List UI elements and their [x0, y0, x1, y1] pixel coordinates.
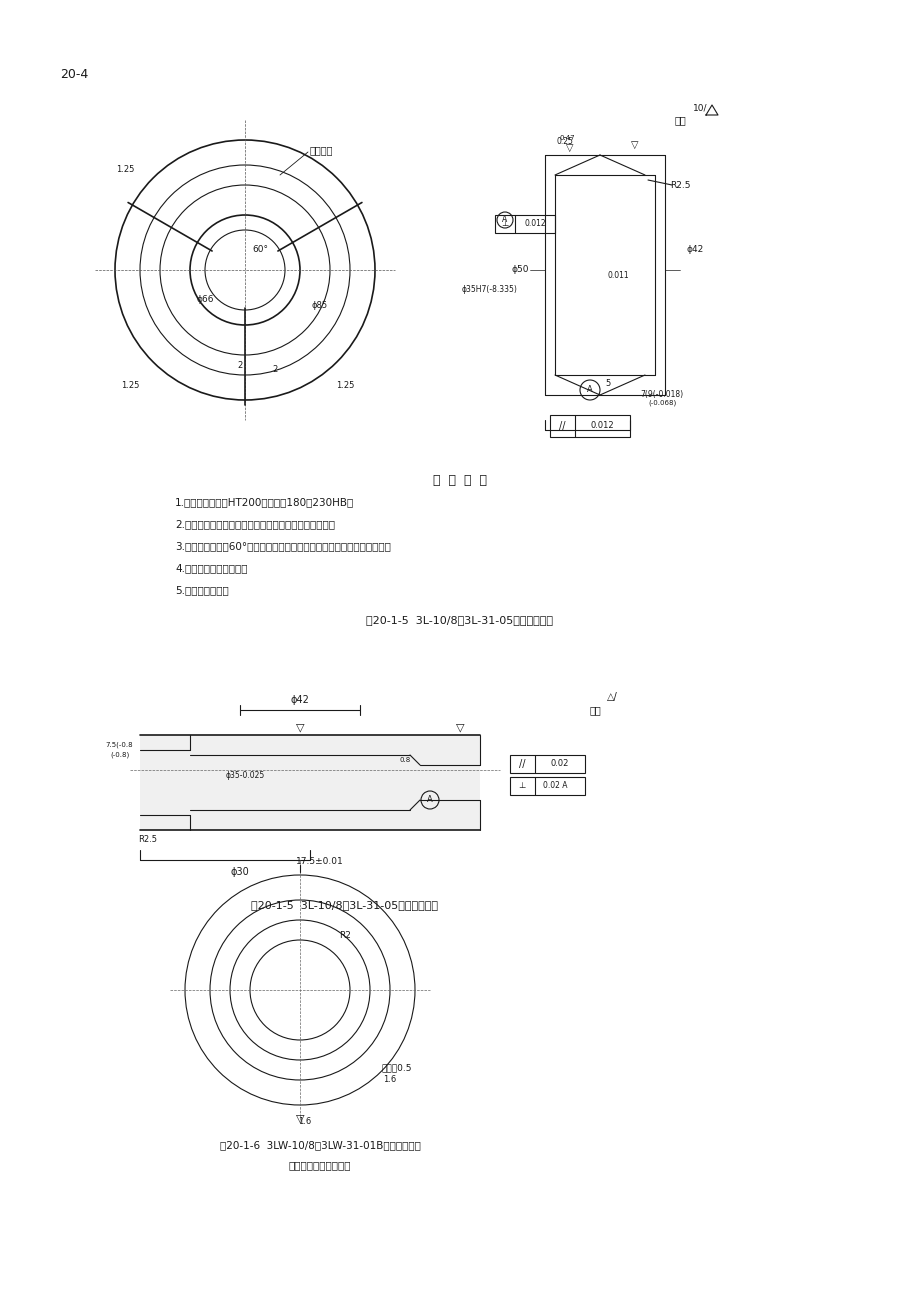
Text: R2.5: R2.5 — [139, 836, 157, 845]
Text: 7.5(-0.8: 7.5(-0.8 — [105, 742, 132, 749]
Text: 7(9(-0.018): 7(9(-0.018) — [640, 391, 683, 400]
Text: 0.011: 0.011 — [607, 271, 628, 280]
Text: ϕ35H7(-8.335): ϕ35H7(-8.335) — [461, 285, 517, 294]
Text: ϕ85: ϕ85 — [312, 301, 328, 310]
Text: ϕ66: ϕ66 — [196, 296, 213, 305]
Text: (-0.068): (-0.068) — [647, 400, 675, 406]
Text: ⊥: ⊥ — [501, 220, 508, 228]
Text: 0.8: 0.8 — [399, 756, 410, 763]
Text: ϕ42: ϕ42 — [686, 246, 703, 254]
Text: 其余: 其余 — [588, 704, 600, 715]
Bar — [509, 755, 584, 773]
Text: 技  术  要  求: 技 术 要 求 — [433, 474, 486, 487]
Text: 0.02: 0.02 — [550, 759, 569, 768]
Text: ▽: ▽ — [455, 723, 464, 732]
Text: △/: △/ — [606, 691, 617, 702]
Text: ▽: ▽ — [630, 141, 638, 150]
Bar — [494, 215, 554, 233]
Text: 0.02 A: 0.02 A — [542, 781, 567, 790]
Text: A: A — [426, 796, 433, 805]
Text: 10/: 10/ — [692, 103, 707, 112]
Text: R2: R2 — [339, 931, 350, 940]
Text: 1.25: 1.25 — [116, 165, 134, 174]
Text: 2: 2 — [272, 366, 278, 375]
Text: 1.6: 1.6 — [298, 1117, 312, 1126]
Bar — [509, 777, 584, 796]
Text: ϕ42: ϕ42 — [290, 695, 309, 704]
Text: ▽: ▽ — [295, 1113, 304, 1124]
Text: 材料：填充聚四氟乙烯: 材料：填充聚四氟乙烯 — [289, 1160, 351, 1170]
Text: 5.所有棱边倒钝。: 5.所有棱边倒钝。 — [175, 585, 229, 595]
Bar — [550, 415, 630, 437]
Text: ϕ30: ϕ30 — [231, 867, 249, 878]
Text: 20-4: 20-4 — [60, 69, 88, 82]
Text: (-0.8): (-0.8) — [110, 751, 129, 758]
Text: ϕ35-0.025: ϕ35-0.025 — [225, 771, 265, 780]
Text: 1.6: 1.6 — [383, 1075, 396, 1085]
Text: 标记部位: 标记部位 — [310, 145, 333, 155]
Text: ▽: ▽ — [565, 143, 573, 154]
Text: 1.25: 1.25 — [120, 380, 139, 389]
Text: 1.25: 1.25 — [335, 380, 354, 389]
Text: 2: 2 — [237, 361, 243, 370]
Text: //: // — [558, 421, 564, 431]
Text: 60°: 60° — [252, 246, 267, 254]
Text: 0.012: 0.012 — [524, 220, 545, 228]
Text: 图20-1-5  3L-10/8、3L-31-05锥料前密封圈: 图20-1-5 3L-10/8、3L-31-05锥料前密封圈 — [251, 900, 438, 910]
Text: ϕ50: ϕ50 — [511, 266, 528, 275]
Text: 2.两端面不允许有砂眼、气孔、疏松、刀痕等缺陷存在。: 2.两端面不允许有砂眼、气孔、疏松、刀痕等缺陷存在。 — [175, 519, 335, 529]
Text: 17.5±0.01: 17.5±0.01 — [296, 858, 344, 867]
Text: 槽口宽0.5: 槽口宽0.5 — [381, 1064, 412, 1073]
Text: ⊥: ⊥ — [517, 781, 525, 790]
Text: A: A — [502, 216, 507, 224]
Text: 0.47: 0.47 — [559, 135, 574, 141]
Text: 图20-1-6  3LW-10/8、3LW-31-01B填料函密封圈: 图20-1-6 3LW-10/8、3LW-31-01B填料函密封圈 — [220, 1141, 420, 1150]
Text: //: // — [518, 759, 525, 769]
Text: 5: 5 — [605, 379, 610, 388]
Text: 0.25: 0.25 — [556, 138, 573, 147]
Text: A: A — [586, 385, 592, 395]
Text: 0.012: 0.012 — [590, 422, 613, 431]
Text: 其余: 其余 — [674, 115, 686, 125]
Text: 3.三个合口处互成60°角，在工作状态下，不许有间隙，并打上标记字码。: 3.三个合口处互成60°角，在工作状态下，不许有间隙，并打上标记字码。 — [175, 542, 391, 551]
Text: 4.成品零件应成付包装。: 4.成品零件应成付包装。 — [175, 562, 247, 573]
Text: 图20-1-5  3L-10/8、3L-31-05锥料前密封圈: 图20-1-5 3L-10/8、3L-31-05锥料前密封圈 — [366, 615, 553, 625]
Text: R2.5: R2.5 — [669, 181, 689, 190]
Bar — [140, 736, 480, 829]
Text: ▽: ▽ — [295, 723, 304, 732]
Text: 1.密封圈的材料：HT200，硬度：180～230HB。: 1.密封圈的材料：HT200，硬度：180～230HB。 — [175, 497, 354, 506]
